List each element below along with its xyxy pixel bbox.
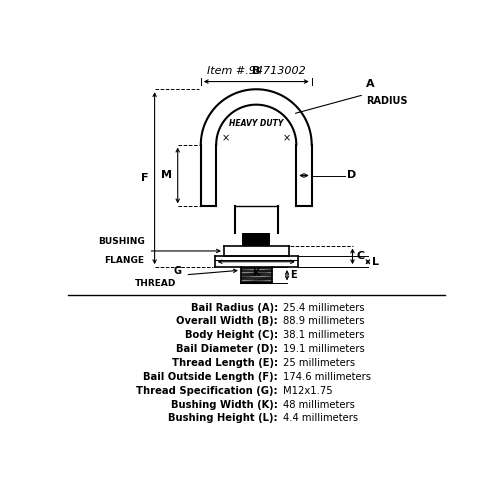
Text: 174.6 millimeters: 174.6 millimeters [283,372,371,382]
Bar [242,233,270,245]
Text: 4.4 millimeters: 4.4 millimeters [283,414,358,424]
Text: Bushing Width (K):: Bushing Width (K): [171,400,278,409]
Text: ×: × [283,134,291,143]
Text: 25 millimeters: 25 millimeters [283,358,356,368]
Text: Item #.94713002: Item #.94713002 [207,66,306,76]
Text: M: M [160,170,172,180]
Text: 19.1 millimeters: 19.1 millimeters [283,344,365,354]
Text: A: A [366,80,375,90]
Text: BUSHING: BUSHING [98,238,144,246]
Text: Overall Width (B):: Overall Width (B): [176,316,278,326]
Text: 88.9 millimeters: 88.9 millimeters [283,316,364,326]
Text: C: C [356,252,364,262]
Text: 38.1 millimeters: 38.1 millimeters [283,330,364,340]
Text: Thread Length (E):: Thread Length (E): [172,358,278,368]
Text: THREAD: THREAD [135,280,176,288]
Text: Thread Specification (G):: Thread Specification (G): [136,386,278,396]
Text: Body Height (C):: Body Height (C): [184,330,278,340]
Text: B: B [252,66,260,76]
Text: Bail Diameter (D):: Bail Diameter (D): [176,344,278,354]
Text: E: E [290,270,297,280]
Text: Bushing Height (L):: Bushing Height (L): [168,414,278,424]
Text: F: F [141,173,148,183]
Text: L: L [372,256,379,266]
Text: M12x1.75: M12x1.75 [283,386,333,396]
Text: ×: × [222,134,230,143]
Text: FLANGE: FLANGE [104,256,144,264]
Text: K: K [252,268,260,278]
Text: Bail Outside Length (F):: Bail Outside Length (F): [143,372,278,382]
Text: Bail Radius (A):: Bail Radius (A): [190,302,278,312]
Text: 48 millimeters: 48 millimeters [283,400,355,409]
Text: HEAVY DUTY: HEAVY DUTY [229,118,283,128]
Text: RADIUS: RADIUS [366,96,408,106]
Text: G: G [174,266,182,276]
Text: 25.4 millimeters: 25.4 millimeters [283,302,365,312]
Text: D: D [347,170,356,180]
